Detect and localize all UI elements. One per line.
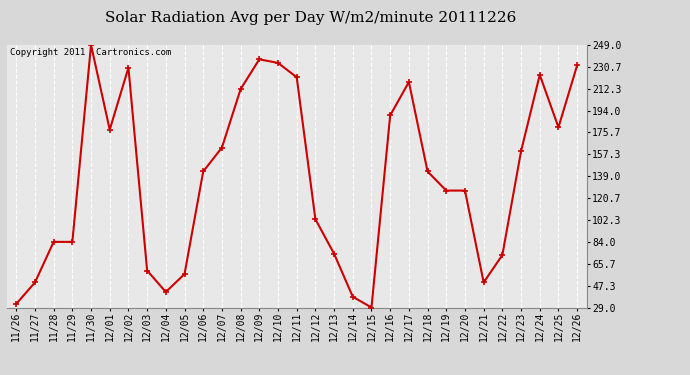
Text: Solar Radiation Avg per Day W/m2/minute 20111226: Solar Radiation Avg per Day W/m2/minute … — [105, 11, 516, 25]
Text: Copyright 2011  Cartronics.com: Copyright 2011 Cartronics.com — [10, 48, 171, 57]
